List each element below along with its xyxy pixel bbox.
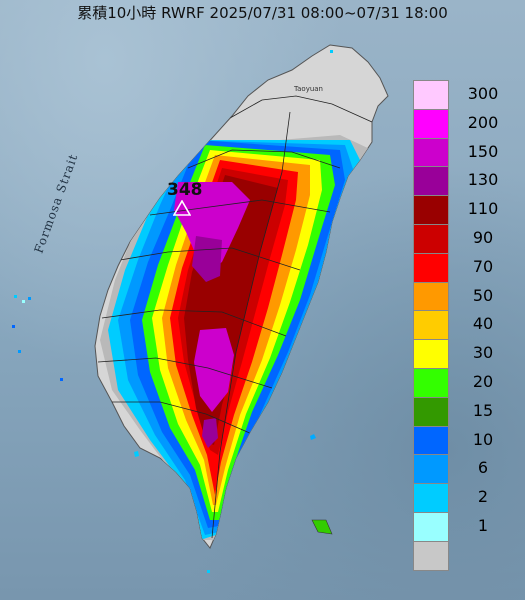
legend-swatch — [413, 339, 449, 369]
legend-swatch — [413, 224, 449, 254]
legend-label: 130 — [467, 170, 499, 190]
legend-swatch — [413, 425, 449, 456]
place-label-taoyuan: Taoyuan — [294, 85, 323, 93]
rain-speck — [60, 378, 63, 381]
legend-swatch — [413, 368, 449, 398]
peak-value-label: 348 — [167, 180, 203, 200]
legend-swatch — [413, 281, 449, 312]
legend-label: 50 — [472, 285, 494, 305]
rain-speck — [207, 570, 210, 573]
legend-label: 150 — [467, 141, 499, 161]
legend-label: 300 — [467, 84, 499, 103]
legend-swatch — [413, 195, 449, 225]
legend-label: 90 — [472, 228, 494, 247]
legend-label: 20 — [472, 372, 494, 391]
legend-swatch — [413, 483, 449, 513]
legend-swatch — [413, 166, 449, 197]
legend-swatch — [413, 512, 449, 542]
legend-label: 15 — [472, 400, 494, 420]
legend-label: 6 — [477, 458, 489, 478]
map-title: 累積10小時 RWRF 2025/07/31 08:00~07/31 18:00 — [77, 4, 448, 22]
rain-speck — [12, 325, 15, 328]
legend-label: 200 — [467, 112, 499, 132]
legend-label: 110 — [467, 199, 499, 219]
rain-speck — [22, 300, 25, 303]
legend-label: 10 — [472, 429, 494, 449]
rain-speck — [14, 295, 17, 298]
legend-label: 30 — [472, 343, 494, 363]
legend-swatch — [413, 80, 449, 110]
legend-swatch — [413, 108, 449, 139]
legend-swatch — [413, 454, 449, 485]
rainfall-legend: 300 200 150 130 110 90 70 50 40 30 20 15 10 6 2 1 — [413, 80, 513, 571]
rain-speck — [28, 297, 31, 300]
legend-swatch — [413, 396, 449, 427]
legend-label: 40 — [472, 314, 494, 334]
legend-label: 2 — [477, 487, 489, 507]
legend-label: 1 — [477, 516, 489, 535]
legend-swatch — [413, 252, 449, 283]
legend-swatch — [413, 137, 449, 168]
legend-label: 70 — [472, 256, 494, 276]
rain-speck — [330, 50, 333, 53]
rain-speck — [18, 350, 21, 353]
legend-swatch — [413, 540, 449, 571]
peak-triangle-icon — [173, 200, 191, 216]
legend-swatch — [413, 310, 449, 341]
